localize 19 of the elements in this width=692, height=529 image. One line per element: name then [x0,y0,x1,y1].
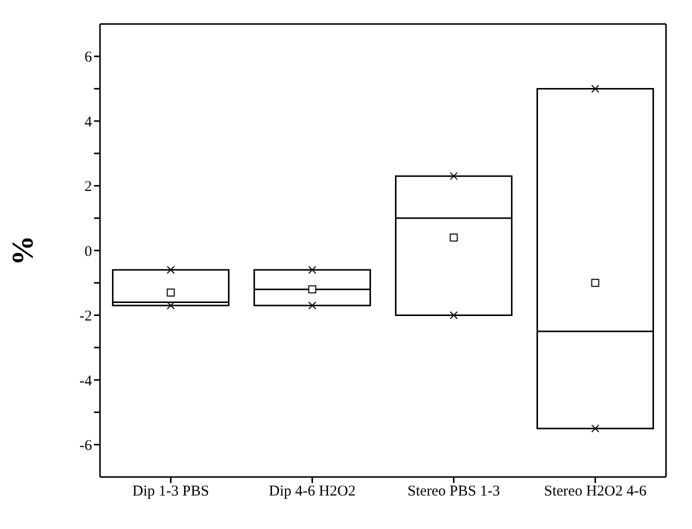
y-tick-label: -4 [80,373,92,390]
x-tick-label: Stereo H2O2 4-6 [544,484,647,500]
y-tick-label: 6 [84,50,92,66]
y-axis-title: % [6,236,40,266]
y-tick-label: 0 [84,244,92,260]
point [450,172,458,180]
x-tick-label: Stereo PBS 1-3 [407,484,500,500]
x-tick-label: Dip 1-3 PBS [132,484,210,500]
point [591,84,600,93]
point [308,302,316,310]
y-tick-label: -2 [80,308,92,325]
x-tick-label: Dip 4-6 H2O2 [268,484,356,500]
point [308,266,316,274]
point [166,266,175,274]
point [591,424,600,432]
y-tick-label: 4 [84,114,92,130]
y-tick-label: 2 [84,179,92,196]
y-tick-label: -6 [80,438,92,454]
point [450,311,458,320]
